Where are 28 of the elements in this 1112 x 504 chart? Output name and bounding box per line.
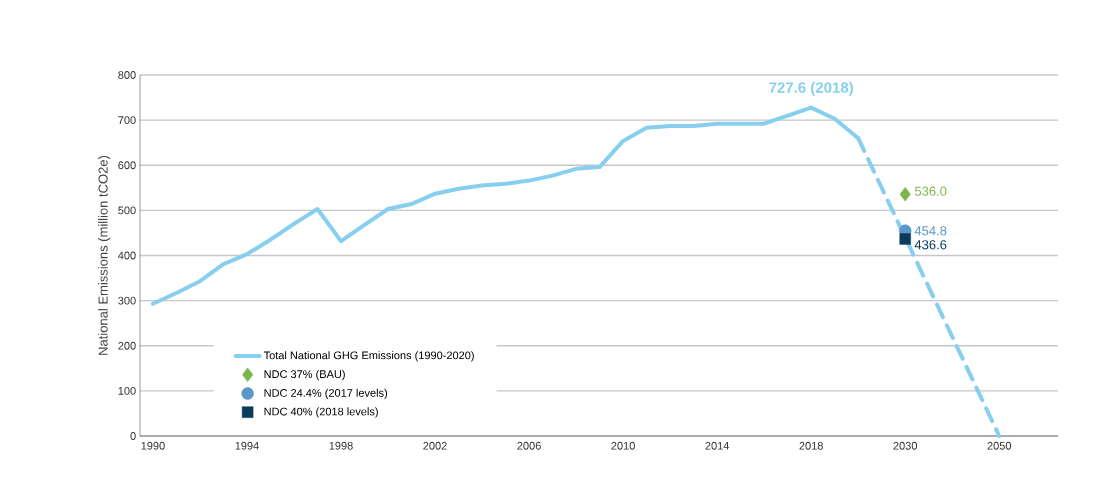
legend-label: NDC 24.4% (2017 levels) (264, 388, 388, 399)
y-tick-label: 800 (118, 71, 136, 79)
legend-label: NDC 37% (BAU) (264, 369, 345, 381)
x-tick-label: 1994 (235, 441, 259, 450)
y-tick-label: 200 (118, 341, 136, 350)
legend-label: NDC 40% (2018 levels) (264, 407, 378, 418)
x-tick-label: 2050 (987, 441, 1012, 450)
x-tick-label: 2014 (705, 441, 730, 450)
data-label: 536.0 (914, 186, 947, 196)
x-tick-label: 2018 (799, 441, 823, 450)
x-tick-label: 2030 (893, 441, 918, 450)
y-tick-label: 0 (130, 432, 136, 440)
y-tick-label: 600 (118, 161, 136, 170)
y-tick-label: 100 (118, 386, 136, 395)
data-label: 436.6 (914, 240, 947, 250)
annotation: 727.6 (2018) (769, 81, 853, 96)
x-tick-label: 2010 (611, 441, 635, 450)
x-tick-label: 1990 (141, 441, 165, 450)
x-tick-label: 2006 (517, 441, 541, 450)
y-tick-label: 700 (118, 116, 136, 125)
x-tick-label: 1998 (329, 441, 353, 450)
legend-label: Total National GHG Emissions (1990-2020) (263, 351, 474, 362)
x-tick-label: 2002 (423, 441, 447, 450)
y-tick-label: 300 (118, 296, 136, 305)
data-label: 454.8 (914, 226, 947, 236)
y-axis-title: National Emissions (million tCO2e) (98, 155, 111, 355)
y-tick-label: 400 (118, 251, 136, 260)
y-tick-label: 500 (118, 206, 136, 215)
